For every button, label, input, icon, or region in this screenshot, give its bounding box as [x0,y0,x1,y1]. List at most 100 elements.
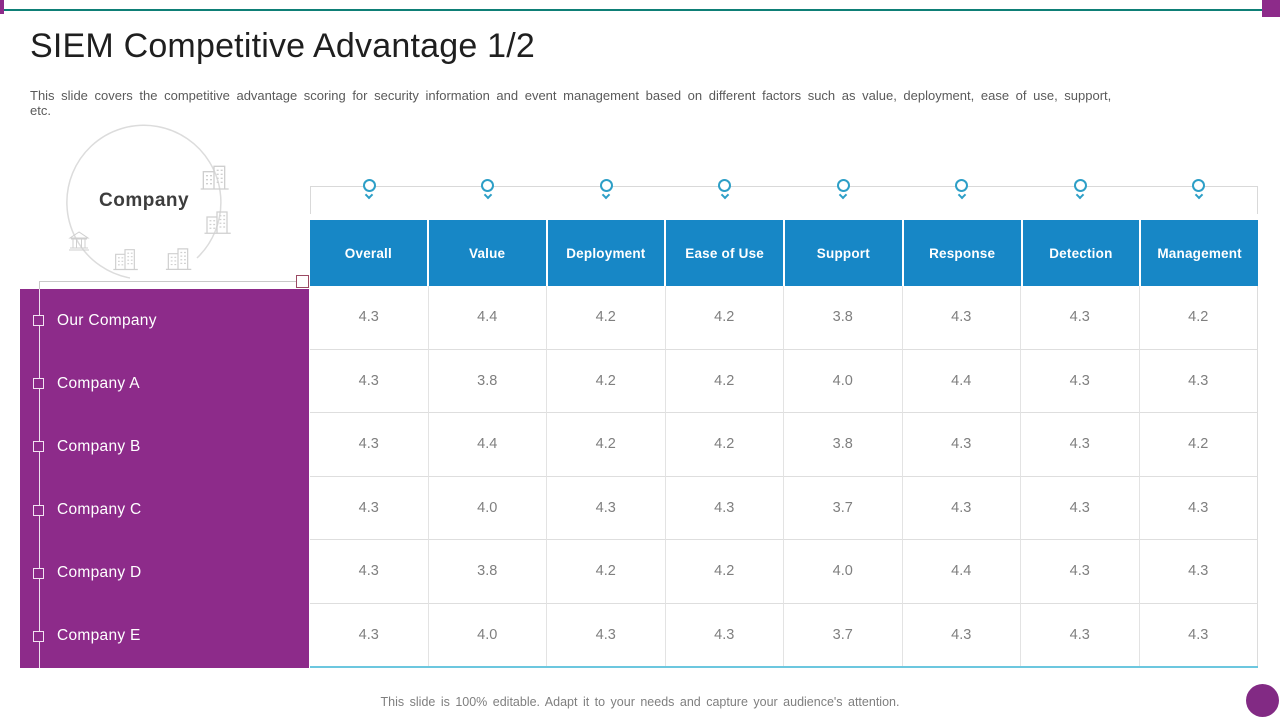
column-header: Detection [1022,220,1140,286]
table-cell: 4.2 [665,286,784,350]
row-label: Company A [57,374,140,392]
column-pin-icon [718,179,732,192]
table-body: 4.3 4.4 4.2 4.2 3.8 4.3 4.3 4.2 4.3 3.8 4.2 4.2 4.0 4… [310,286,1258,667]
column-pin-icon [481,179,495,192]
skyscraper-icon [202,203,232,241]
top-right-accent-square [1262,0,1280,17]
slide-subtitle: This slide covers the competitive advant… [30,88,1112,118]
table-cell: 4.3 [1021,540,1140,604]
table-cell: 4.2 [547,349,666,413]
selection-line-end [39,281,40,290]
pin-line-right-end [1257,186,1258,214]
selection-handle [296,275,309,288]
row-marker-square [33,504,44,516]
row-marker-square [33,567,44,579]
table-cell: 4.4 [428,286,547,350]
table-cell: 4.3 [902,286,1021,350]
table-row: Company B [20,415,309,478]
table-cell: 4.3 [903,603,1021,667]
table-cell: 4.3 [310,476,429,540]
table-cell: 4.2 [547,286,666,350]
column-pin-icon [1192,179,1206,192]
table-row: Company C [20,479,309,542]
table-header-row: Overall Value Deployment Ease of Use Support… [310,220,1258,286]
table-cell: 4.3 [1139,540,1258,604]
table-cell: 4.3 [1021,413,1140,477]
row-label: Our Company [57,311,157,329]
company-label: Company [99,190,190,211]
row-label: Company E [57,627,141,645]
table-cell: 4.0 [429,603,547,667]
pin-line-left-end [310,186,311,214]
column-header: Management [1141,220,1258,286]
table-cell: 4.4 [902,349,1021,413]
column-header: Support [785,220,902,286]
table-cell: 3.8 [784,413,903,477]
page-title: SIEM Competitive Advantage 1/2 [30,27,535,65]
factory-building-icon [159,244,197,273]
table-cell: 4.3 [310,603,429,667]
row-label: Company B [57,437,141,455]
table-cell: 3.7 [784,603,903,667]
company-circle-arc [66,124,222,279]
column-header: Value [428,220,546,286]
table-cell: 4.3 [666,603,784,667]
table-cell: 4.4 [902,540,1021,604]
bank-icon [62,229,96,253]
pin-line [310,186,1258,187]
top-left-accent-square [0,0,4,14]
column-pin-icon [362,179,376,192]
company-rows-panel: Our Company Company A Company B Company C Co… [20,289,309,668]
rows-panel-guide-line [39,289,40,668]
table-cell: 4.3 [310,349,429,413]
row-marker-square [33,378,44,390]
table-cell: 4.3 [1021,603,1140,667]
selection-line [39,281,297,282]
table-cell: 4.3 [1140,603,1258,667]
table-cell: 4.3 [902,413,1021,477]
table-cell: 4.2 [547,413,666,477]
table-cell: 3.8 [428,349,547,413]
column-header: Ease of Use [666,220,783,286]
table-bottom-accent [310,666,1258,668]
table-cell: 4.2 [665,413,784,477]
table-cell: 4.3 [1139,349,1258,413]
column-pin-icon [836,179,850,192]
table-row: Company E [20,605,309,668]
table-cell: 4.2 [547,540,666,604]
column-header: Response [903,220,1021,286]
column-pin-icon [599,179,613,192]
top-accent-line [0,9,1263,11]
table-cell: 4.3 [1021,286,1140,350]
row-label: Company D [57,564,142,582]
table-cell: 4.0 [784,540,903,604]
table-cell: 4.3 [902,476,1021,540]
table-cell: 4.3 [665,476,784,540]
column-header: Overall [310,220,427,286]
row-label: Company C [57,501,142,519]
office-building-icon [197,161,231,193]
table-cell: 4.2 [665,349,784,413]
table-cell: 3.7 [784,476,903,540]
table-row: Our Company [20,289,309,352]
buildings-cluster-icon [105,245,145,273]
table-cell: 4.3 [547,476,666,540]
column-header: Deployment [547,220,665,286]
row-marker-square [33,315,44,327]
table-cell: 4.3 [547,603,666,667]
table-cell: 4.2 [1139,413,1258,477]
row-marker-square [33,630,44,642]
table-cell: 4.3 [310,413,429,477]
table-row: Company D [20,542,309,605]
column-pin-icon [955,179,969,192]
table-cell: 4.4 [428,413,547,477]
table-cell: 3.8 [428,540,547,604]
bottom-right-accent-circle [1246,684,1279,717]
footer-note: This slide is 100% editable. Adapt it to… [380,695,900,709]
table-cell: 3.8 [784,286,903,350]
row-marker-square [33,441,44,453]
table-cell: 4.3 [1139,476,1258,540]
table-cell: 4.3 [310,540,429,604]
table-cell: 4.3 [1021,349,1140,413]
